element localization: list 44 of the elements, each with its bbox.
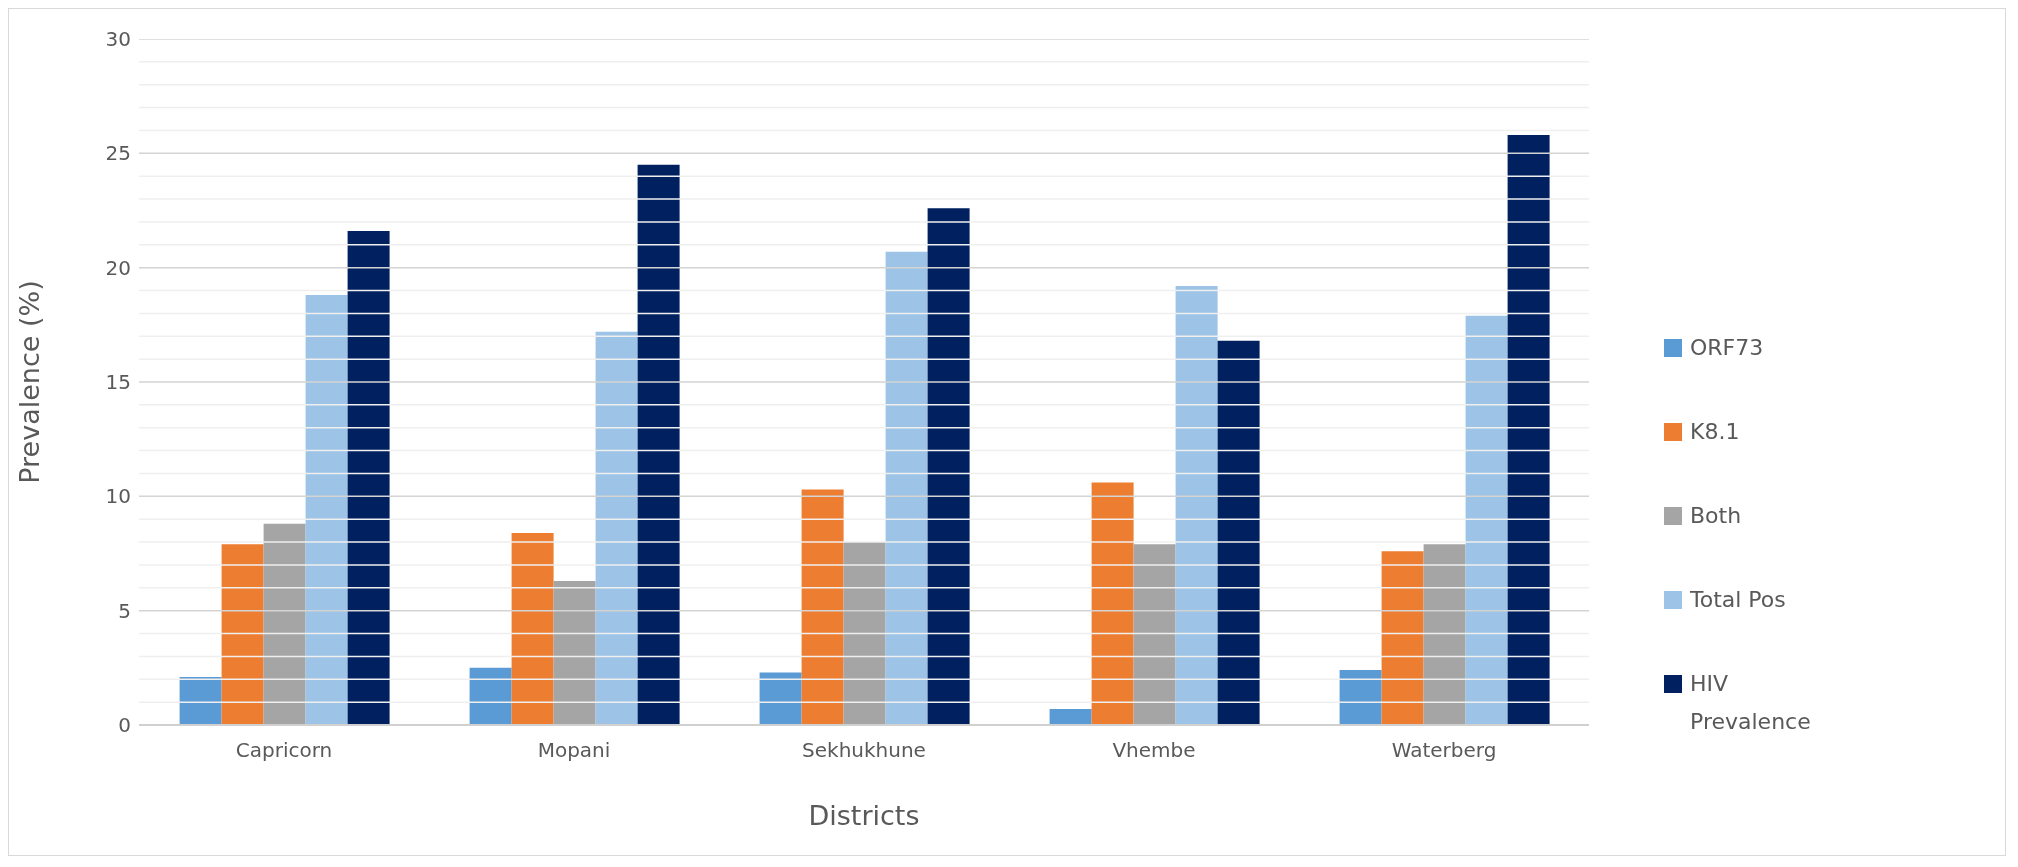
bar [595, 331, 638, 725]
x-tick-label: Sekhukhune [802, 738, 926, 763]
bar [1507, 135, 1550, 725]
bar [1423, 544, 1466, 725]
y-axis-title: Prevalence (%) [13, 280, 45, 484]
y-tick-label: 25 [105, 141, 131, 166]
bar [801, 489, 844, 725]
legend-label: Total Pos [1690, 586, 1787, 614]
x-tick-label: Waterberg [1391, 738, 1497, 763]
legend-label: ORF73 [1690, 334, 1765, 362]
y-tick-label: 0 [118, 713, 131, 738]
bar [637, 164, 680, 725]
x-tick-label: Mopani [537, 738, 611, 763]
legend-label: K8.1 [1690, 418, 1741, 446]
bar [1133, 544, 1176, 725]
bar [347, 231, 390, 725]
y-tick-label: 10 [105, 484, 131, 509]
y-tick-label: 30 [105, 27, 131, 52]
bar [1049, 708, 1092, 725]
bar [1217, 340, 1260, 725]
bar [469, 667, 512, 725]
bar [1175, 285, 1218, 725]
bar [1381, 551, 1424, 725]
bar [511, 532, 554, 725]
legend-label: Both [1690, 502, 1743, 530]
legend-label: HIV Prevalence [1690, 670, 1812, 736]
bar [1339, 670, 1382, 725]
x-tick-label: Capricorn [235, 738, 333, 763]
y-tick-label: 5 [118, 598, 131, 623]
bar [553, 580, 596, 725]
bar [759, 672, 802, 725]
bar [927, 208, 970, 725]
x-tick-label: Vhembe [1112, 738, 1196, 763]
bar [1091, 482, 1134, 725]
bar [179, 676, 222, 725]
bar [843, 542, 886, 725]
x-axis-title: Districts [808, 800, 920, 831]
bar [885, 251, 928, 725]
y-tick-label: 15 [105, 370, 131, 395]
bar [1465, 315, 1508, 725]
bar [305, 295, 348, 725]
y-tick-label: 20 [105, 255, 131, 280]
bar [221, 544, 264, 725]
bar [263, 523, 306, 725]
